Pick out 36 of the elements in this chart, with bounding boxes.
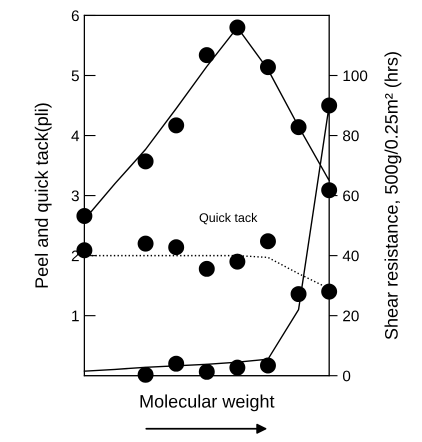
point: [198, 47, 215, 64]
point: [229, 254, 246, 270]
point: [168, 239, 184, 256]
point: [321, 182, 338, 198]
point: [76, 208, 92, 224]
point: [290, 286, 307, 302]
y2-tick-label: 20: [343, 310, 359, 322]
point: [290, 119, 307, 136]
point: [198, 364, 215, 380]
y-tick-label: 6: [72, 10, 79, 22]
y2-axis-title: Shear resistance, 500g/0.25m² (hrs): [384, 52, 402, 340]
y2-tick-label: 60: [343, 190, 359, 202]
y2-tick-label: 0: [342, 370, 350, 382]
point: [168, 356, 184, 372]
series-label: Quick tack: [200, 212, 258, 224]
point: [260, 233, 276, 250]
y-axis-title: Peel and quick tack(pli): [34, 103, 52, 288]
y-tick-label: 3: [72, 190, 79, 202]
y2-tick-label: 80: [343, 130, 359, 142]
point: [321, 284, 338, 300]
y-tick-label: 4: [71, 130, 80, 142]
point: [260, 358, 276, 374]
point: [138, 153, 154, 170]
y2-tick-label: 100: [344, 70, 368, 82]
point: [229, 360, 246, 376]
point: [168, 117, 184, 134]
point: [321, 98, 338, 114]
y-tick-label: 1: [72, 310, 79, 322]
point: [138, 366, 154, 383]
point: [260, 59, 276, 76]
x-axis-title: Molecular weight: [140, 394, 274, 412]
point: [198, 260, 215, 277]
point: [229, 20, 246, 36]
point: [138, 236, 154, 252]
y-tick-label: 5: [72, 70, 79, 82]
y2-tick-label: 40: [342, 250, 359, 262]
